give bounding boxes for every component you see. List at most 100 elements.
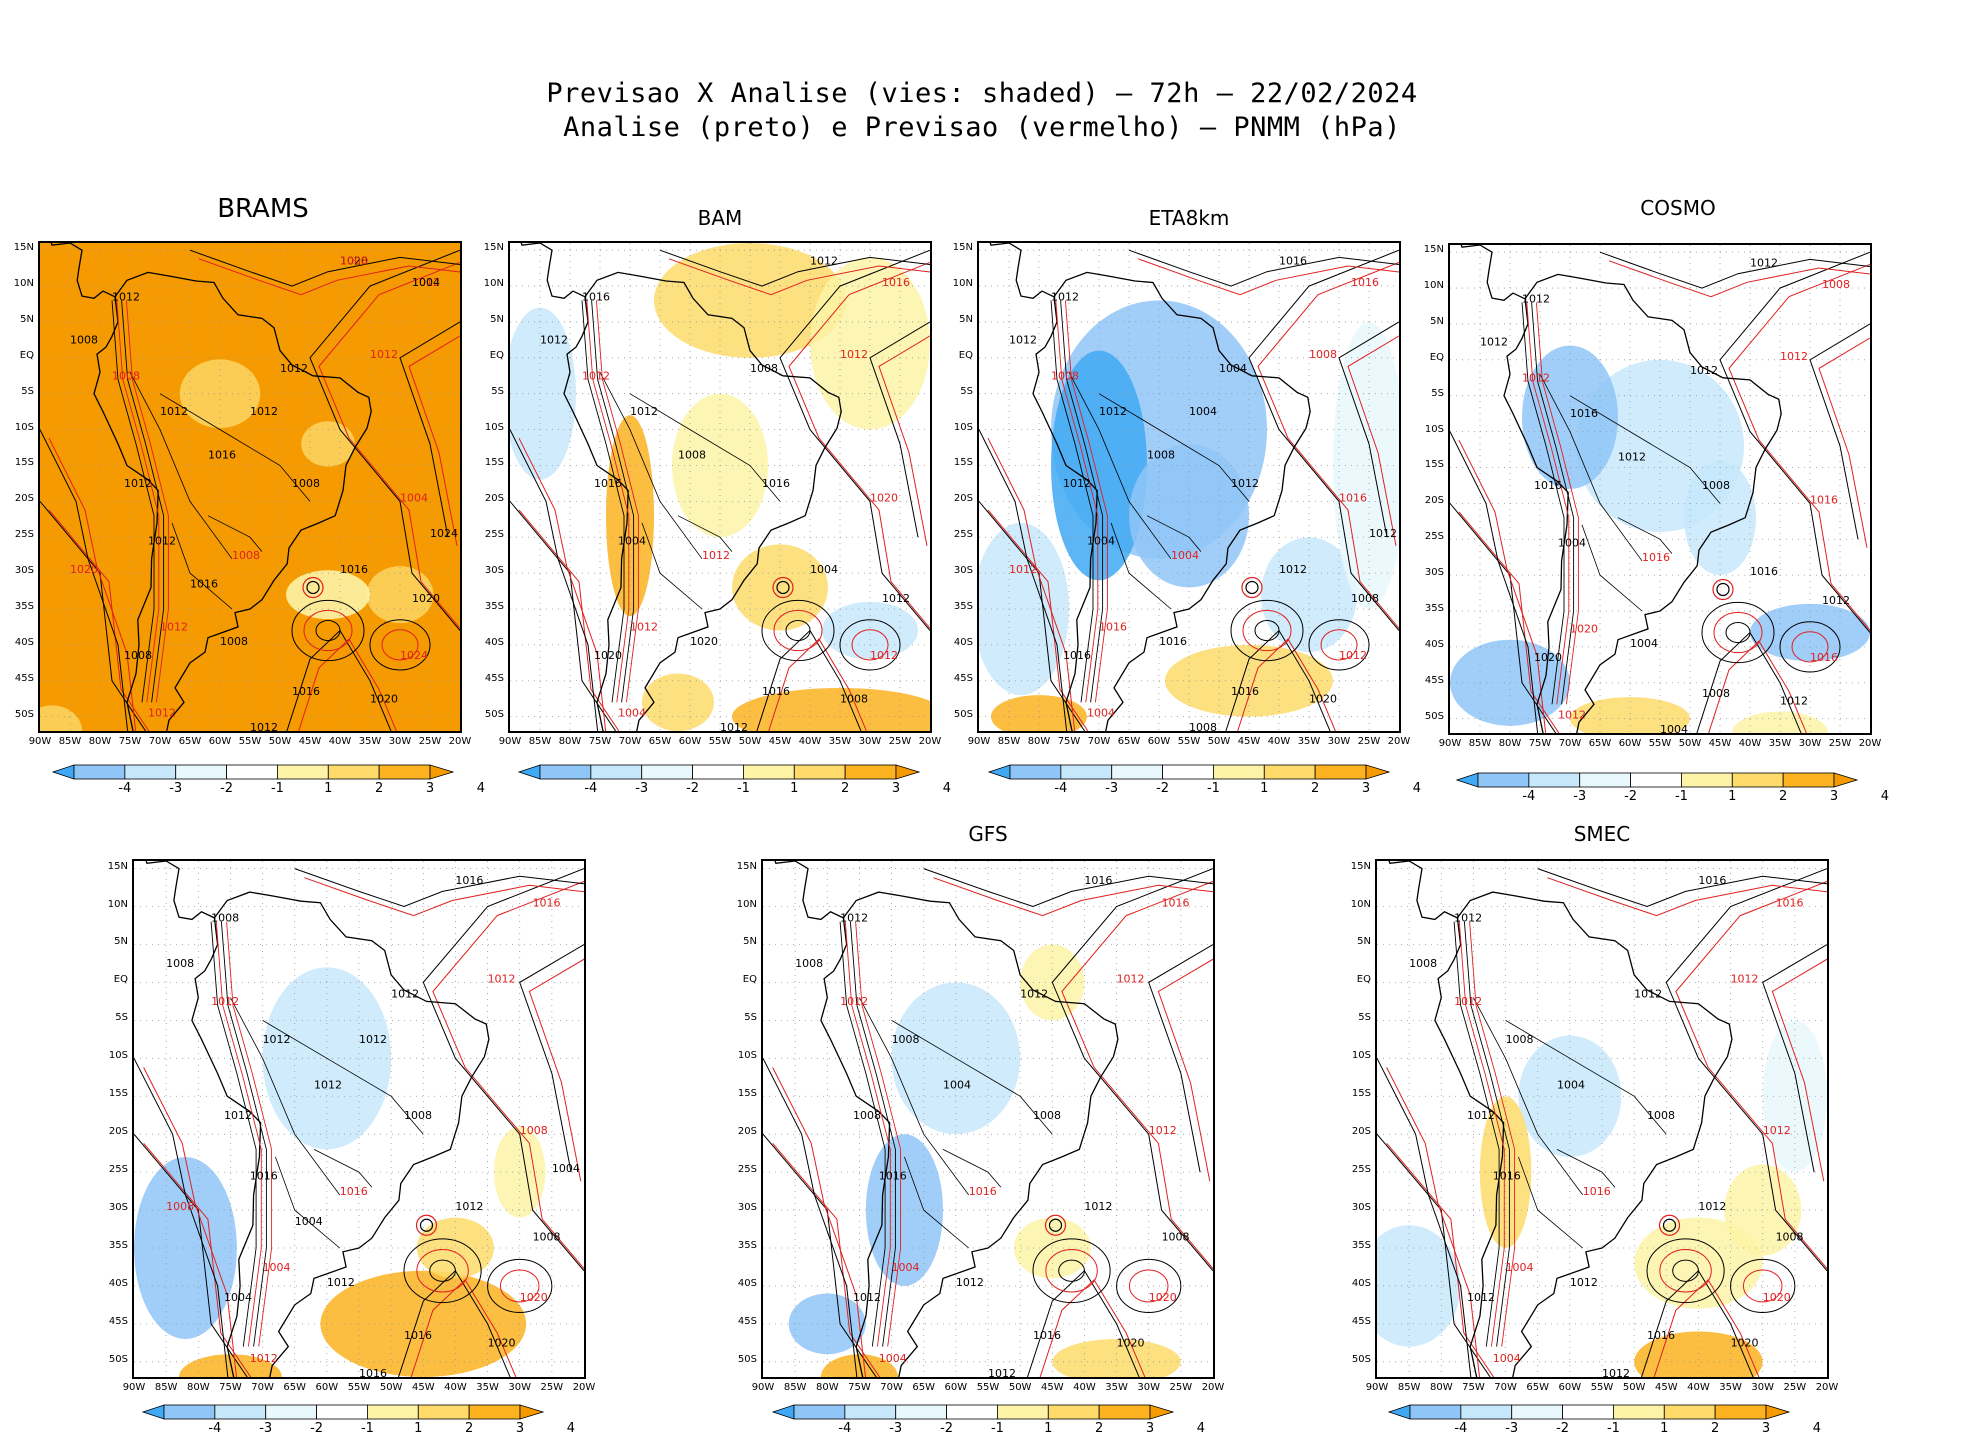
map-panel-5: 1016 1016 1012 1008 1012 1008 1012 1012 1004 1008… xyxy=(761,859,1215,1379)
colorbar-bin xyxy=(844,764,897,780)
lon-tick-label: 90W xyxy=(967,736,991,747)
andes-isobar xyxy=(1469,921,1516,1347)
colorbar-extend-low xyxy=(988,764,1011,780)
lat-tick-label: 15S xyxy=(484,457,504,469)
pressure-center-ring xyxy=(1242,609,1292,652)
lon-tick-label: 90W xyxy=(122,1382,146,1393)
lat-tick-label: 5S xyxy=(960,385,973,397)
lat-tick-label: 50S xyxy=(484,708,504,720)
lon-tick-label: 90W xyxy=(1438,738,1462,749)
lat-tick-label: 40S xyxy=(737,1277,757,1289)
lat-tick-label: 40S xyxy=(14,636,34,648)
lon-tick-label: 75W xyxy=(118,736,142,747)
panel-title-6: SMEC xyxy=(1573,822,1631,846)
colorbar-labels-3: -4 -3 -2 -1 1 2 3 4 xyxy=(1456,789,1889,805)
low-center-ring xyxy=(1241,576,1263,599)
bias-blob xyxy=(1479,1096,1532,1248)
isobar-label: 1012 xyxy=(840,912,868,925)
lon-tick-label: 55W xyxy=(976,1382,1000,1393)
isobar-label: 1012 xyxy=(882,592,910,605)
forecast-isobar xyxy=(1547,877,1827,917)
colorbar-extend-low xyxy=(772,1404,795,1420)
bias-blob xyxy=(1377,1225,1461,1347)
map-svg-4: 1016 1016 1008 1008 1012 1012 1012 1012 1012 1008… xyxy=(134,861,584,1377)
pressure-center-ring xyxy=(1045,1249,1098,1293)
lat-tick-label: EQ xyxy=(113,974,128,986)
lat-tick-label: 30S xyxy=(108,1202,128,1214)
isobar-label: 1020 xyxy=(1763,1291,1791,1304)
colorbar-bin xyxy=(163,1404,216,1420)
lon-tick-label: 80W xyxy=(558,736,582,747)
lon-tick-label: 90W xyxy=(1365,1382,1389,1393)
isobar-label: 1016 xyxy=(879,1170,907,1183)
colorbar-bin xyxy=(1047,1404,1100,1420)
lon-tick-label: 75W xyxy=(848,1382,871,1393)
bias-blob xyxy=(1013,1217,1091,1279)
country-border xyxy=(129,372,233,560)
low-center-ring xyxy=(1716,582,1730,597)
lat-tick-label: 15S xyxy=(14,457,34,469)
isobar-label: 1012 xyxy=(1698,1200,1726,1213)
forecast-isobar xyxy=(1061,880,1213,1270)
colorbar-bin xyxy=(1314,764,1367,780)
isobar-label: 1012 xyxy=(1099,405,1127,418)
map-panel-1: 1012 1016 1016 1012 1012 1012 1008 1012 1008 1016… xyxy=(508,241,932,733)
lat-tick-label: 10S xyxy=(1351,1050,1371,1062)
andes-isobar xyxy=(1050,300,1094,703)
isobar-label: 1012 xyxy=(1063,477,1091,490)
isobar-label: 1012 xyxy=(224,1109,252,1122)
isobar-label: 1012 xyxy=(630,405,658,418)
isobar-label: 1012 xyxy=(1009,333,1037,346)
isobar-label: 1008 xyxy=(1702,687,1730,700)
isobar-label: 1016 xyxy=(1162,897,1190,910)
lat-axis-3: 15N 10N 5N EQ 5S 10S 15S 20S 25S 30S 35S 40S 45S 50S xyxy=(1408,243,1444,735)
map-svg-2: 1016 1016 1012 1012 1008 1012 1004 1008 1008 1012… xyxy=(979,243,1399,731)
isobar-label: 1020 xyxy=(1570,623,1598,636)
south-america-coastline xyxy=(191,891,490,1377)
colorbar-tick-label: -4 xyxy=(208,1421,222,1436)
lat-tick-label: 10S xyxy=(953,421,973,433)
analysis-isobar xyxy=(309,249,460,631)
isobar-label: 1012 xyxy=(359,1033,387,1046)
lon-axis-1: 90W 85W 80W 75W 70W 65W 60W 55W 50W 45W 40W 35W 30W 2… xyxy=(499,736,942,750)
lat-tick-label: 15S xyxy=(108,1088,128,1100)
lat-tick-label: 45S xyxy=(108,1315,128,1327)
colorbar-bin xyxy=(793,1404,846,1420)
isobar-label: 1016 xyxy=(340,563,368,576)
lat-tick-label: 40S xyxy=(484,636,504,648)
andes-isobar xyxy=(1453,921,1500,1347)
lon-tick-label: 35W xyxy=(1105,1382,1128,1393)
isobar-label: 1012 xyxy=(840,995,868,1008)
lat-tick-label: 15N xyxy=(736,860,757,872)
colorbar-tick-label: 1 xyxy=(1260,781,1269,796)
south-america-coastline xyxy=(1503,273,1782,733)
analysis-isobar xyxy=(40,429,129,731)
colorbar-tick-label: 2 xyxy=(375,781,384,796)
bias-blob xyxy=(979,522,1069,696)
isobar-label: 1004 xyxy=(1630,637,1658,650)
lat-tick-label: 25S xyxy=(737,1164,757,1176)
lon-axis-6: 90W 85W 80W 75W 70W 65W 60W 55W 50W 45W 40W 35W 30W 2… xyxy=(1366,1382,1839,1396)
lon-tick-label: 65W xyxy=(283,1382,307,1393)
panel-title-2: ETA8km xyxy=(1148,206,1230,230)
colorbar-tick-label: -2 xyxy=(310,1421,324,1436)
pressure-center-ring xyxy=(1725,621,1751,644)
colorbar-bin xyxy=(226,764,278,780)
lat-tick-label: 15N xyxy=(1350,860,1371,872)
forecast-isobar xyxy=(198,258,460,296)
bias-blob xyxy=(1570,697,1690,733)
forecast-isobar xyxy=(768,638,867,731)
lon-tick-label: 80W xyxy=(815,1382,839,1393)
isobar-label: 1004 xyxy=(1660,723,1688,733)
lon-tick-label: 90W xyxy=(498,736,522,747)
lon-tick-label: 75W xyxy=(1057,736,1081,747)
colorbar-bin xyxy=(1409,1404,1462,1420)
lat-tick-label: 15S xyxy=(1351,1088,1371,1100)
lat-axis-1: 15N 10N 5N EQ 5S 10S 15S 20S 25S 30S 35S 40S 45S 50S xyxy=(468,241,504,733)
lat-tick-label: 10N xyxy=(952,278,973,290)
forecast-isobar xyxy=(933,877,1213,917)
isobar-label: 1004 xyxy=(943,1079,971,1092)
colorbar-tick-label: 1 xyxy=(414,1421,423,1436)
isobar-label: 1024 xyxy=(400,649,428,662)
isobar-label: 1012 xyxy=(1558,709,1586,722)
